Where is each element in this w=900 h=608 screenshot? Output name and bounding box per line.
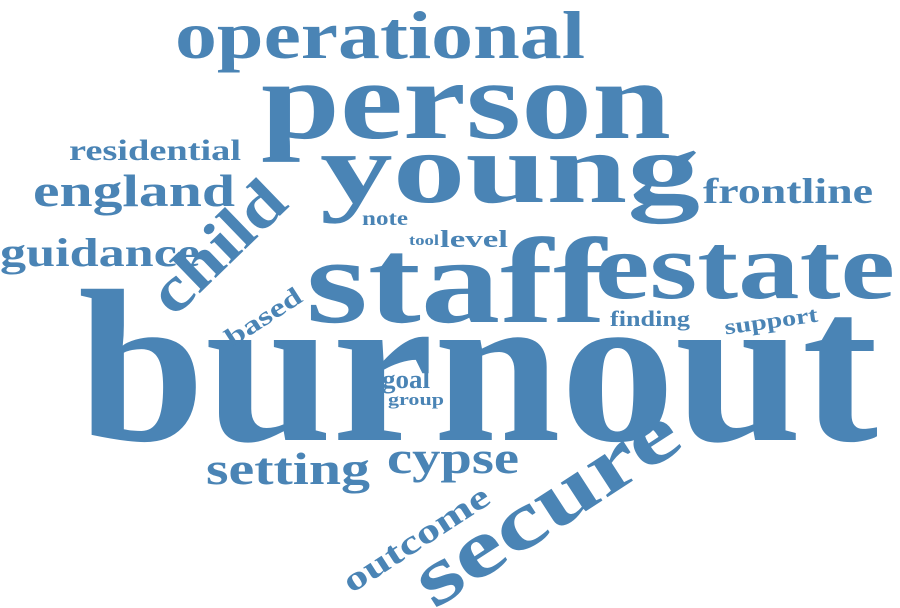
- word-setting: setting: [206, 443, 370, 494]
- word-operational: operational: [175, 0, 585, 73]
- word-cypse: cypse: [387, 432, 519, 483]
- word-person: person: [261, 39, 671, 163]
- word-frontline: frontline: [703, 171, 873, 211]
- word-estate: estate: [595, 215, 895, 319]
- word-england: england: [33, 165, 236, 216]
- word-finding: finding: [610, 306, 690, 331]
- word-group: group: [388, 390, 444, 409]
- word-staff: staff: [306, 214, 608, 349]
- word-goal: goal: [382, 365, 430, 394]
- word-guidance: guidance: [0, 230, 200, 275]
- word-burnout: burnout: [78, 247, 878, 488]
- word-level: level: [440, 227, 508, 253]
- word-residential: residential: [69, 134, 241, 167]
- word-note: note: [362, 208, 408, 230]
- word-young: young: [320, 113, 700, 224]
- word-tool: tool: [409, 233, 439, 249]
